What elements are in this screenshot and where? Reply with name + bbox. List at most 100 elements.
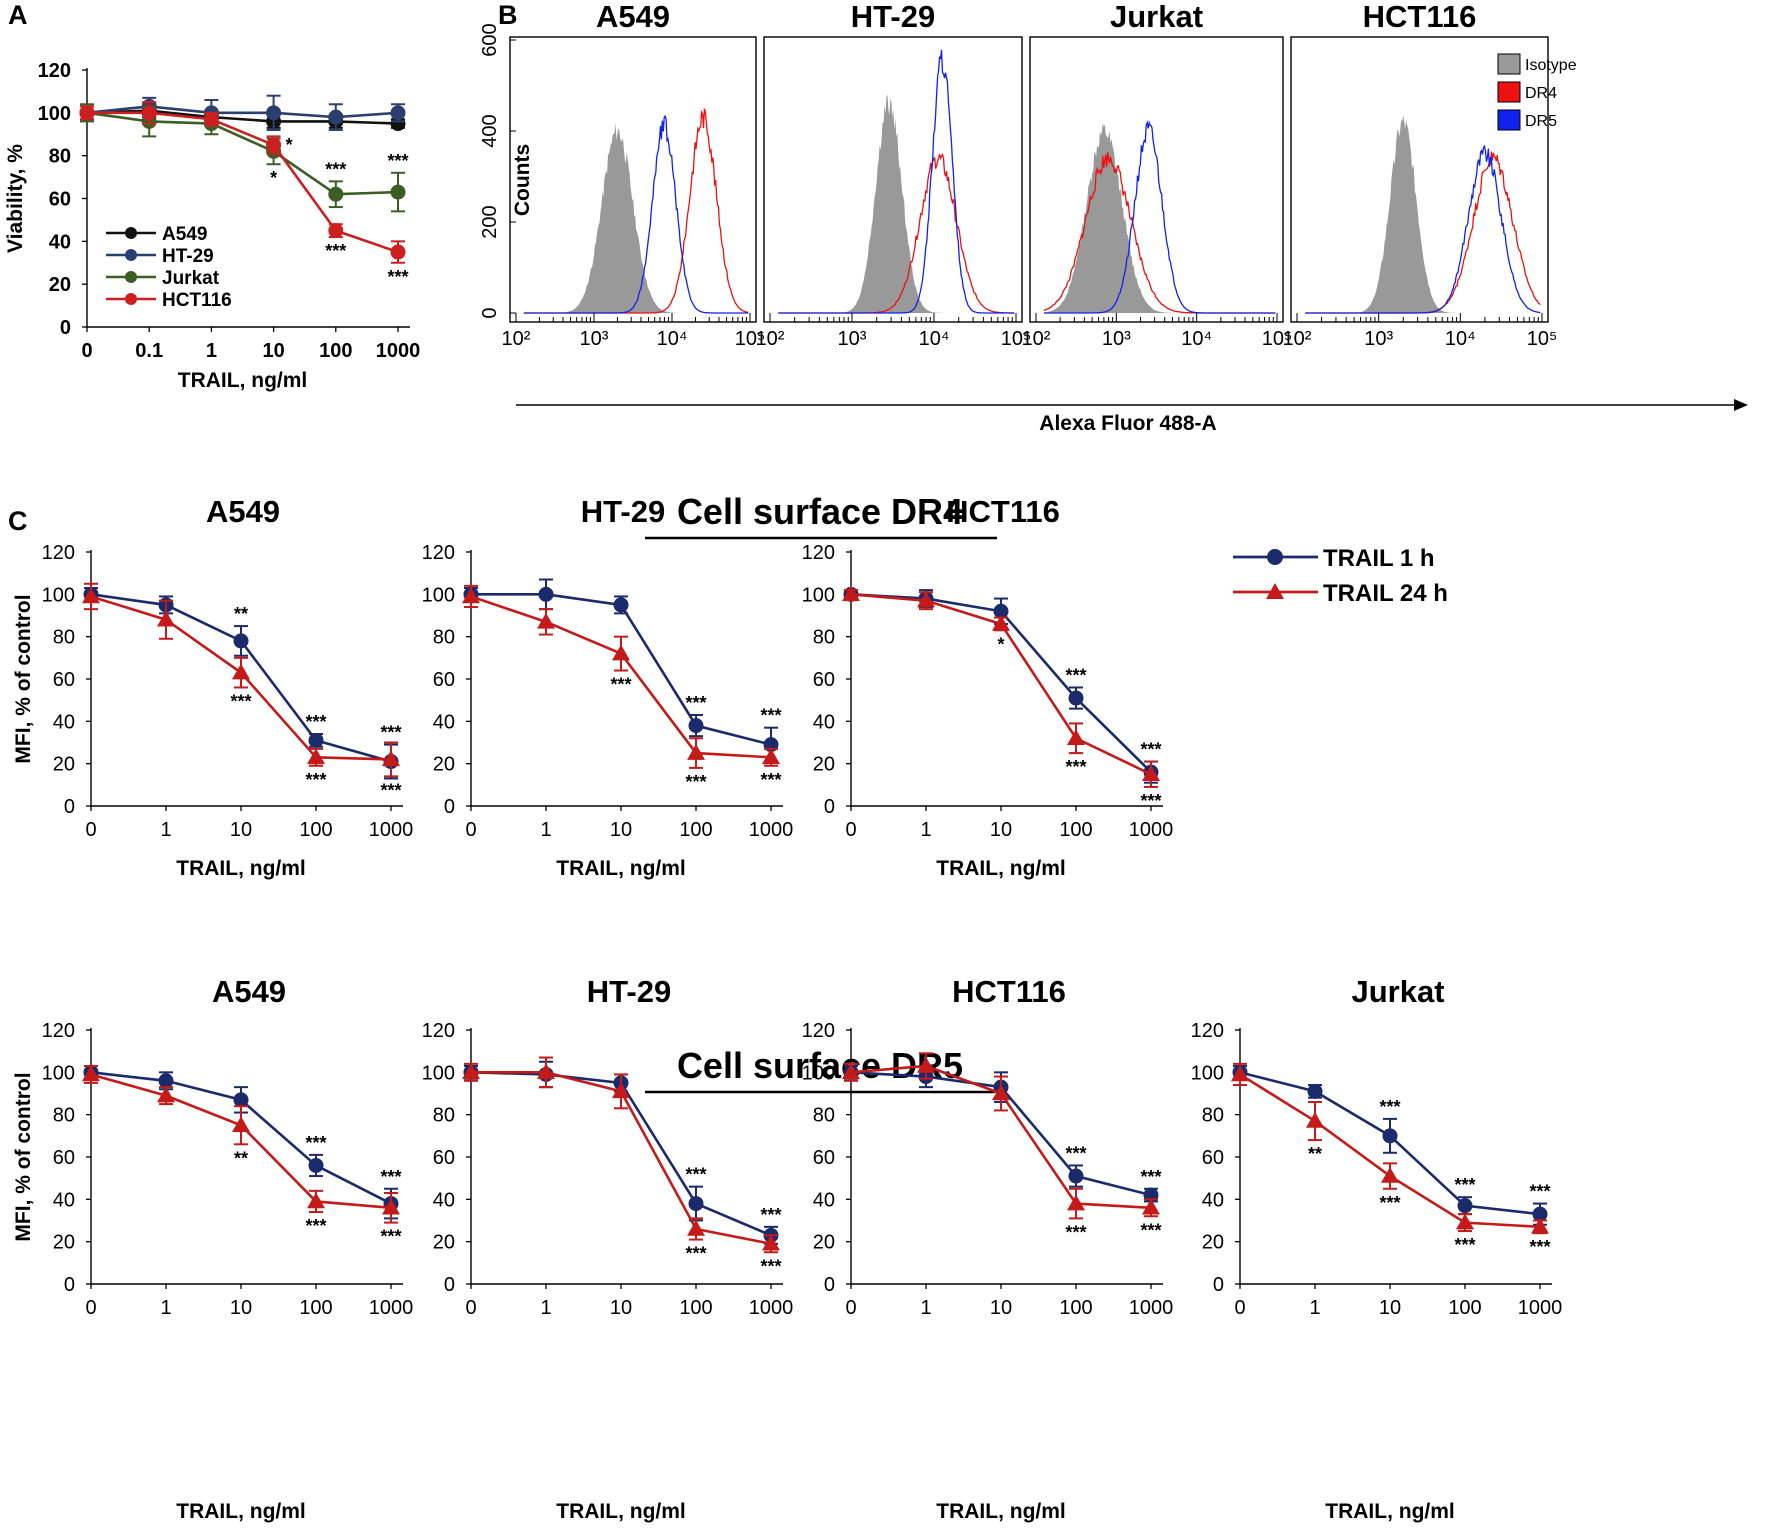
data-point <box>613 597 629 613</box>
x-tick-label: 10³ <box>580 328 609 350</box>
panel-letter-c: C <box>8 506 28 536</box>
x-tick-label: 1000 <box>369 1297 414 1319</box>
significance-label: *** <box>1529 1182 1550 1202</box>
dr5-histogram <box>778 49 1015 314</box>
data-point <box>612 644 630 661</box>
y-axis-label: MFI, % of control <box>12 594 35 763</box>
data-point <box>993 603 1009 619</box>
significance-label: *** <box>325 159 346 179</box>
y-tick-label: 120 <box>42 1020 75 1042</box>
x-tick-label: 10 <box>610 1297 632 1319</box>
x-tick-label: 10 <box>610 819 632 841</box>
y-tick-label: 20 <box>433 754 455 776</box>
x-tick-label: 10 <box>230 1297 252 1319</box>
significance-label: *** <box>1379 1097 1400 1117</box>
y-tick-label: 120 <box>422 1020 455 1042</box>
y-tick-label: 80 <box>813 627 835 649</box>
significance-label: *** <box>685 1165 706 1185</box>
data-point <box>687 1219 705 1236</box>
x-tick-label: 100 <box>319 340 352 362</box>
y-tick-label: 20 <box>1202 1232 1224 1254</box>
data-point <box>612 1082 630 1099</box>
data-point <box>1142 1198 1160 1215</box>
y-tick-label: 20 <box>49 274 71 296</box>
y-tick-label: 0 <box>64 796 75 818</box>
x-tick-label: 10³ <box>1102 328 1131 350</box>
data-point <box>141 105 157 121</box>
x-tick-label: 0 <box>845 1297 856 1319</box>
x-tick-label: 1000 <box>1129 819 1174 841</box>
panel-letter-b: B <box>498 0 518 30</box>
histogram-title: A549 <box>596 0 670 34</box>
y-tick-label: 20 <box>813 754 835 776</box>
x-tick-label: 10 <box>230 819 252 841</box>
x-axis-label: TRAIL, ng/ml <box>1325 1500 1455 1523</box>
significance-label: *** <box>1454 1175 1475 1195</box>
x-tick-label: 1 <box>540 1297 551 1319</box>
data-point <box>382 750 400 767</box>
significance-label: *** <box>380 1227 401 1247</box>
series-line <box>86 105 399 119</box>
x-tick-label: 10³ <box>1364 328 1393 350</box>
histogram-frame <box>763 36 1023 323</box>
legend-label: HT-29 <box>162 246 214 267</box>
dr5-histogram <box>1305 144 1541 314</box>
isotype-histogram <box>1044 122 1276 313</box>
significance-label: *** <box>685 772 706 792</box>
x-tick-label: 1000 <box>376 340 421 362</box>
chart-C-DR4-HT-29: 0 20 40 60 80 100 120 0 1 10 100 1000 TRAIL, ng/ml HT… <box>422 494 794 880</box>
data-point <box>1532 1206 1548 1222</box>
x-tick-label: 0 <box>85 1297 96 1319</box>
y-tick-label: 40 <box>1202 1189 1224 1211</box>
data-point <box>233 633 249 649</box>
x-tick-label: 10 <box>990 819 1012 841</box>
data-point <box>328 186 344 202</box>
x-tick-label: 10² <box>1022 328 1051 350</box>
y-tick-label: 100 <box>422 584 455 606</box>
data-point <box>1068 690 1084 706</box>
x-tick-label: 1000 <box>1518 1297 1563 1319</box>
chart-C-DR4-A549: 0 20 40 60 80 100 120 0 1 10 100 1000 TRAIL, ng/ml MF… <box>12 494 413 880</box>
data-point <box>842 585 860 602</box>
y-tick-label: 100 <box>38 103 71 125</box>
x-tick-label: 10 <box>990 1297 1012 1319</box>
legend-swatch <box>1497 81 1521 103</box>
chart-C-DR5-A549: 0 20 40 60 80 100 120 0 1 10 100 1000 TRAIL, ng/ml MF… <box>12 974 413 1523</box>
isotype-histogram <box>523 123 749 313</box>
y-tick-label: 120 <box>802 542 835 564</box>
data-point <box>1382 1128 1398 1144</box>
data-point <box>328 109 344 125</box>
x-tick-label: 100 <box>1448 1297 1481 1319</box>
data-point <box>688 1196 704 1212</box>
x-tick-label: 10 <box>262 340 284 362</box>
y-tick-label: 60 <box>49 189 71 211</box>
x-tick-label: 10⁵ <box>1001 328 1032 350</box>
data-point <box>390 244 406 260</box>
legend-label: HCT116 <box>162 290 232 311</box>
y-tick-label: 120 <box>1191 1020 1224 1042</box>
data-point <box>266 105 282 121</box>
section-title-dr5: Cell surface DR5 <box>677 1045 963 1086</box>
x-tick-label: 10⁵ <box>1527 328 1558 350</box>
chart-title: A549 <box>206 494 280 529</box>
significance-label: *** <box>760 770 781 790</box>
data-point <box>232 1116 250 1132</box>
histogram-title: HCT116 <box>1363 0 1477 34</box>
chart-B: A549 10² 10³ 10⁴ 10⁵ HT-29 10² 10³ 10⁴ 10⁵ Jurkat 1… <box>479 0 1748 435</box>
data-point <box>308 732 324 748</box>
y-tick-label: 20 <box>813 1232 835 1254</box>
y-tick-label: 60 <box>53 669 75 691</box>
chart-title: A549 <box>212 974 286 1009</box>
y-axis-label: Viability, % <box>4 144 27 253</box>
data-point <box>1068 1168 1084 1184</box>
y-tick-label: 40 <box>813 711 835 733</box>
x-tick-label: 100 <box>299 819 332 841</box>
significance-label: *** <box>305 1133 326 1153</box>
section-title-dr4: Cell surface DR4 <box>677 491 963 532</box>
x-tick-label: 10³ <box>838 328 867 350</box>
significance-label: *** <box>380 780 401 800</box>
x-axis-label: TRAIL, ng/ml <box>176 1500 306 1523</box>
x-tick-label: 10⁴ <box>657 328 688 350</box>
histogram-frame <box>1029 36 1284 323</box>
